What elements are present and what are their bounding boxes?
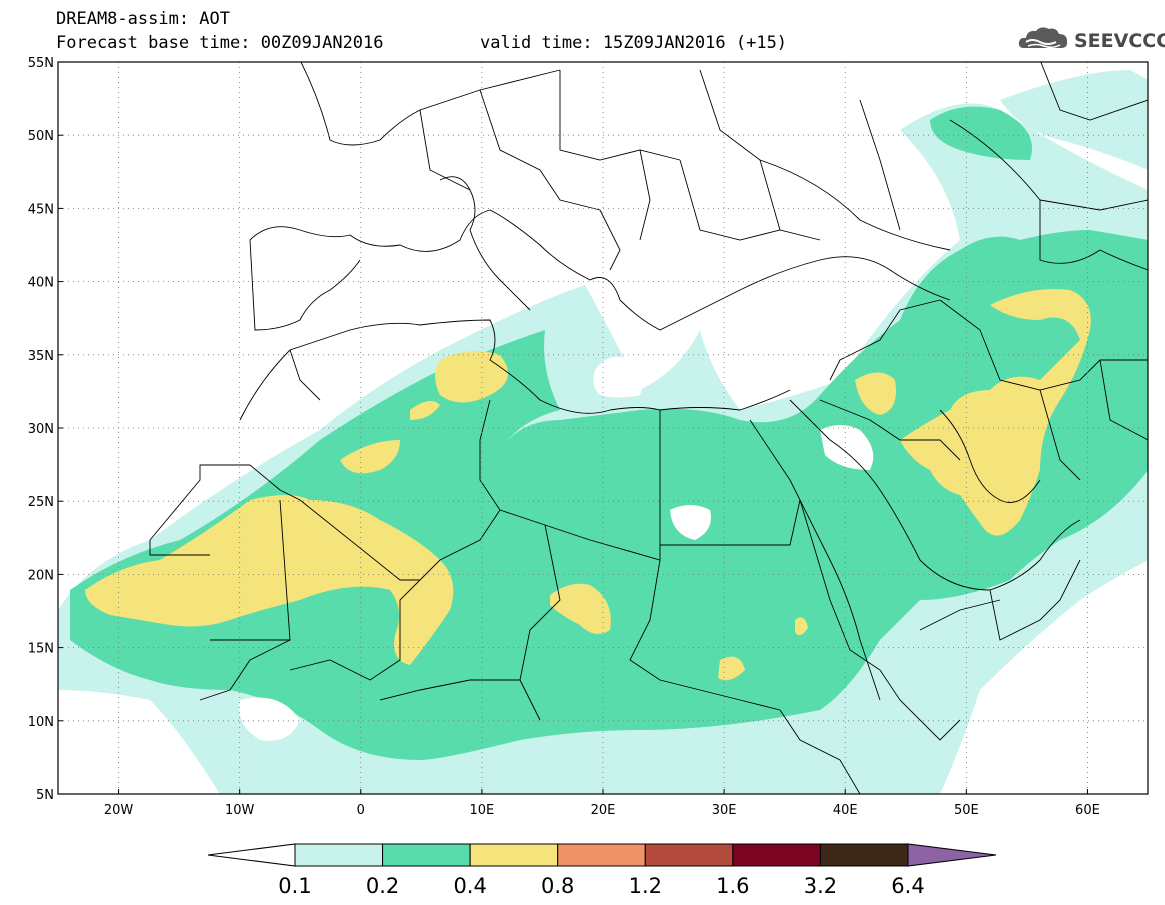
lat-tick-label: 30N	[28, 422, 54, 437]
lat-tick-label: 10N	[28, 715, 54, 730]
seevccc-logo: SEEVCCC	[1016, 24, 1165, 58]
lon-tick-label: 0	[357, 803, 365, 818]
lon-tick-label: 20W	[104, 803, 134, 818]
lat-tick-label: 20N	[28, 568, 54, 583]
aot-clear-areas	[239, 356, 874, 741]
lat-tick-label: 5N	[36, 788, 54, 803]
lat-tick-label: 40N	[28, 276, 54, 291]
valid-time: valid time: 15Z09JAN2016 (+15)	[480, 33, 788, 53]
lon-tick-label: 50E	[954, 803, 979, 818]
forecast-base-time: Forecast base time: 00Z09JAN2016	[56, 33, 384, 53]
aot-class-0.2	[70, 106, 1148, 760]
lon-tick-label: 40E	[833, 803, 858, 818]
colorbar-swatch	[819, 843, 909, 867]
colorbar-swatch	[382, 843, 471, 867]
lat-tick-label: 45N	[28, 202, 54, 217]
lat-tick-label: 15N	[28, 642, 54, 657]
lat-tick-label: 35N	[28, 349, 54, 364]
lon-tick-label: 60E	[1075, 803, 1100, 818]
colorbar-arrow-high	[907, 843, 997, 867]
colorbar-label: 0.2	[366, 874, 399, 898]
latitude-axis: 55N 50N 45N 40N 35N 30N 25N 20N 15N 10N 5N	[28, 56, 63, 803]
colorbar-arrow-low	[207, 843, 296, 867]
colorbar-swatch	[294, 843, 384, 867]
colorbar-label: 1.6	[716, 874, 749, 898]
colorbar-swatch	[557, 843, 646, 867]
lat-tick-label: 50N	[28, 129, 54, 144]
colorbar-swatch	[644, 843, 734, 867]
longitude-axis: 20W 10W 0 10E 20E 30E 40E 50E 60E	[104, 789, 1100, 818]
lat-tick-label: 55N	[28, 56, 54, 71]
aot-field	[58, 70, 1148, 794]
country-borders	[149, 62, 1148, 794]
logo-text: SEEVCCC	[1074, 30, 1165, 52]
graticule	[58, 62, 1148, 794]
cloud-icon	[1018, 27, 1068, 49]
lat-tick-label: 25N	[28, 495, 54, 510]
aot-class-0.4	[85, 289, 1091, 681]
lon-tick-label: 10E	[470, 803, 495, 818]
lon-tick-label: 30E	[712, 803, 737, 818]
colorbar-swatch	[469, 843, 559, 867]
colorbar-label: 3.2	[804, 874, 837, 898]
colorbar-label: 1.2	[629, 874, 662, 898]
colorbar-swatch	[732, 843, 821, 867]
lon-tick-label: 20E	[591, 803, 616, 818]
colorbar-label: 0.8	[541, 874, 574, 898]
colorbar-label: 0.4	[453, 874, 486, 898]
lon-tick-label: 10W	[225, 803, 255, 818]
colorbar: 0.1 0.2 0.4 0.8 1.2 1.6 3.2 6.4	[207, 843, 997, 898]
map-title: DREAM8-assim: AOT	[56, 9, 230, 29]
colorbar-label: 0.1	[278, 874, 311, 898]
colorbar-label: 6.4	[891, 874, 924, 898]
